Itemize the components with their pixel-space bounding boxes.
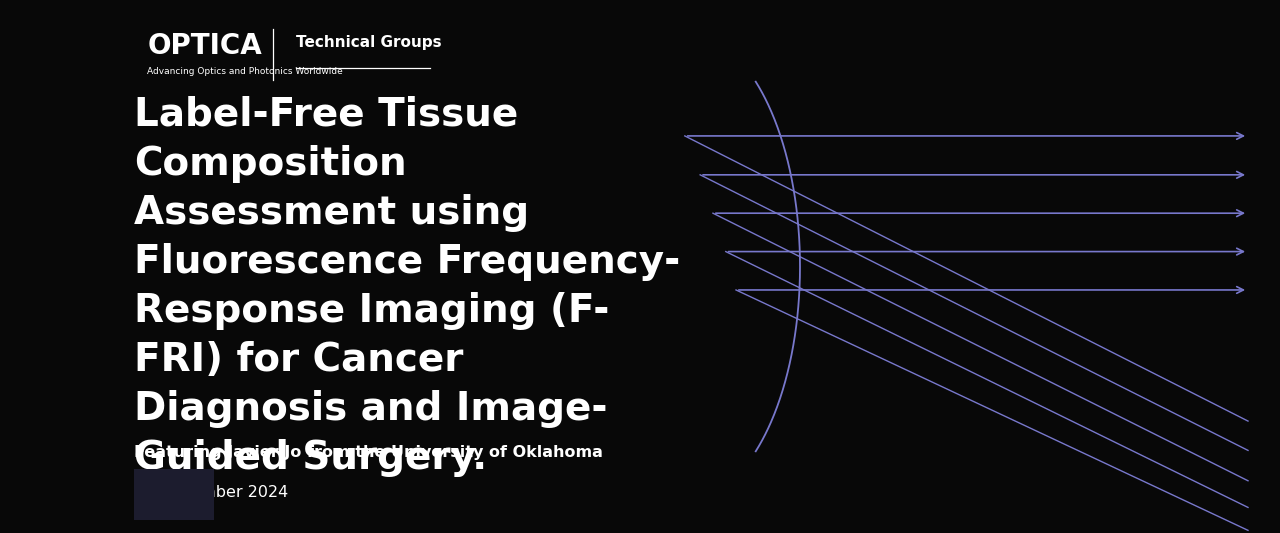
Text: Fluorescence Frequency-: Fluorescence Frequency- — [134, 243, 681, 281]
Text: Response Imaging (F-: Response Imaging (F- — [134, 292, 609, 330]
Text: FRI) for Cancer: FRI) for Cancer — [134, 341, 463, 379]
Text: Guided Surgery.: Guided Surgery. — [134, 439, 488, 477]
Text: Composition: Composition — [134, 145, 407, 183]
Text: Featuring Javier Jo from the University of Oklahoma: Featuring Javier Jo from the University … — [134, 445, 603, 460]
Text: Diagnosis and Image-: Diagnosis and Image- — [134, 390, 608, 428]
Text: Label-Free Tissue: Label-Free Tissue — [134, 96, 518, 134]
Text: Assessment using: Assessment using — [134, 194, 530, 232]
Text: Technical Groups: Technical Groups — [296, 35, 442, 50]
Text: 03 December 2024: 03 December 2024 — [134, 485, 289, 500]
Text: OPTICA: OPTICA — [147, 32, 262, 60]
Text: Advancing Optics and Photonics Worldwide: Advancing Optics and Photonics Worldwide — [147, 67, 343, 76]
FancyBboxPatch shape — [134, 469, 214, 520]
